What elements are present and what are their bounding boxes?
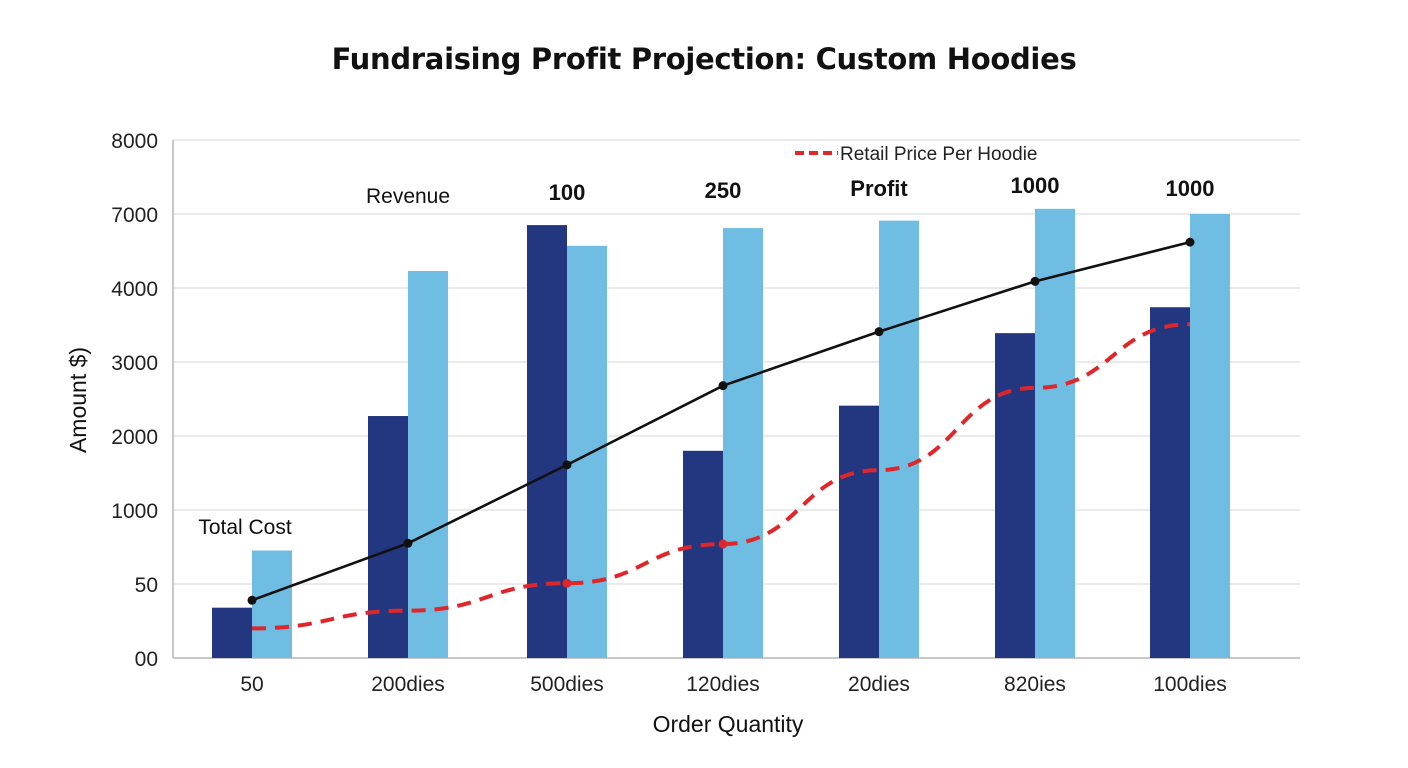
data-point — [718, 539, 728, 549]
data-point — [1030, 276, 1040, 286]
bar-dark — [683, 450, 723, 658]
chart-title: Fundraising Profit Projection: Custom Ho… — [331, 42, 1077, 76]
data-point — [247, 595, 257, 605]
bar-dark — [1150, 307, 1190, 658]
data-point — [562, 460, 572, 470]
bar-dark — [368, 416, 408, 658]
bar-light — [879, 220, 919, 658]
data-point — [718, 381, 728, 391]
x-tick-label: 100dies — [1153, 673, 1227, 696]
x-tick-label: 200dies — [371, 673, 445, 696]
bar-light — [1035, 208, 1075, 658]
y-tick-label: 7000 — [111, 204, 158, 227]
annotation-label: 100 — [549, 180, 586, 205]
y-tick-label: 00 — [135, 648, 158, 671]
y-tick-label: 50 — [135, 574, 158, 597]
annotation-label: Total Cost — [198, 516, 292, 539]
x-tick-label: 120dies — [686, 673, 760, 696]
data-point — [874, 327, 884, 337]
bar-dark — [995, 333, 1035, 658]
annotation-label: Profit — [850, 176, 908, 201]
x-tick-label: 50 — [240, 673, 263, 696]
y-tick-label: 3000 — [111, 352, 158, 375]
bar-light — [567, 245, 607, 658]
bar-light — [408, 270, 448, 658]
y-tick-label: 8000 — [111, 130, 158, 153]
x-tick-label: 820ies — [1004, 673, 1066, 696]
y-tick-label: 4000 — [111, 278, 158, 301]
data-point — [562, 578, 572, 588]
x-tick-label: 500dies — [530, 673, 604, 696]
bar-dark — [839, 405, 879, 658]
annotation-label: 1000 — [1011, 173, 1060, 198]
bar-dark — [212, 607, 252, 658]
bar-light — [1190, 214, 1230, 658]
y-axis-label: Amount $) — [65, 347, 91, 453]
y-tick-label: 2000 — [111, 426, 158, 449]
bar-light — [723, 228, 763, 658]
x-axis-label: Order Quantity — [653, 711, 804, 737]
annotation-label: Revenue — [366, 185, 450, 208]
data-point — [403, 538, 413, 548]
y-tick-label: 1000 — [111, 500, 158, 523]
data-point — [1185, 237, 1195, 247]
x-tick-label: 20dies — [848, 673, 910, 696]
annotation-label: 1000 — [1166, 176, 1215, 201]
bar-light — [252, 550, 292, 658]
legend-label: Retail Price Per Hoodie — [840, 144, 1037, 165]
bar-dark — [527, 225, 567, 658]
annotation-label: 250 — [705, 178, 742, 203]
